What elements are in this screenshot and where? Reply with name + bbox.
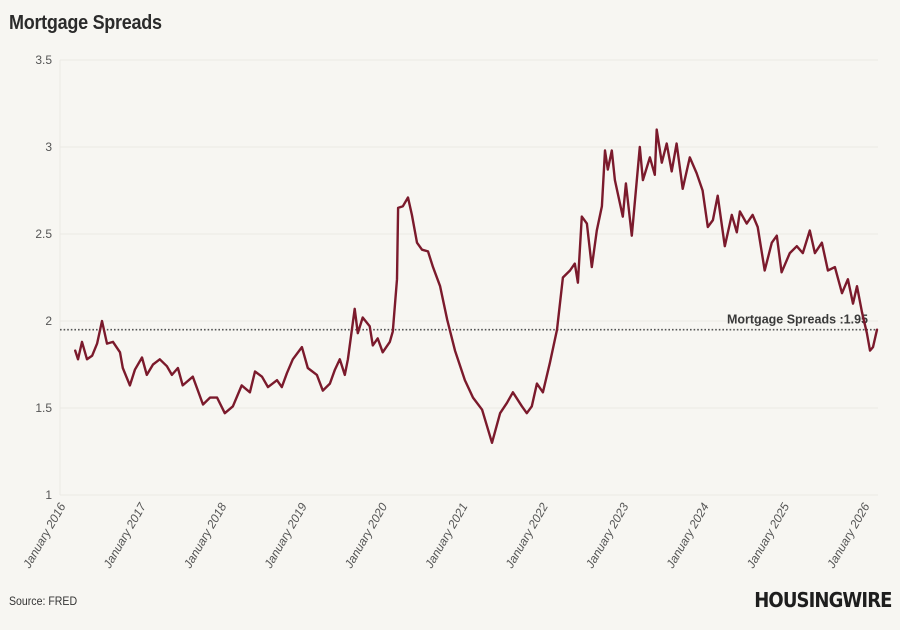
gridlines [59, 59, 878, 496]
plot-area [74, 128, 879, 444]
x-tick-label: January 2016 [20, 500, 69, 571]
y-tick-label: 3 [45, 140, 52, 154]
x-tick-label: January 2017 [100, 499, 150, 571]
x-tick-label: January 2024 [663, 500, 712, 571]
x-tick-label: January 2018 [180, 500, 229, 571]
mortgage-spreads-line [74, 128, 879, 444]
chart-title: Mortgage Spreads [9, 12, 162, 34]
housingwire-logo: HOUSINGWIRE [754, 588, 893, 612]
y-tick-label: 1 [45, 488, 52, 502]
source-note: Source: FRED [9, 594, 78, 608]
x-tick-label: January 2025 [743, 500, 792, 571]
x-tick-label: January 2023 [582, 500, 631, 571]
y-tick-label: 1.5 [35, 401, 52, 415]
x-axis: January 2016 January 2017 January 2018 Janu… [20, 499, 873, 571]
x-tick-label: January 2021 [422, 501, 471, 572]
reference-line-label: Mortgage Spreads :1.95 [727, 313, 868, 327]
y-tick-label: 2 [45, 314, 52, 328]
y-tick-label: 2.5 [35, 227, 52, 241]
y-tick-label: 3.5 [35, 53, 52, 67]
x-tick-label: January 2026 [824, 500, 873, 571]
reference-line-group: Mortgage Spreads :1.95 [60, 313, 878, 331]
y-axis: 1 1.5 2 2.5 3 3.5 [35, 53, 52, 502]
x-tick-label: January 2019 [261, 500, 310, 571]
x-tick-label: January 2020 [341, 500, 390, 571]
x-tick-label: January 2022 [502, 500, 551, 571]
